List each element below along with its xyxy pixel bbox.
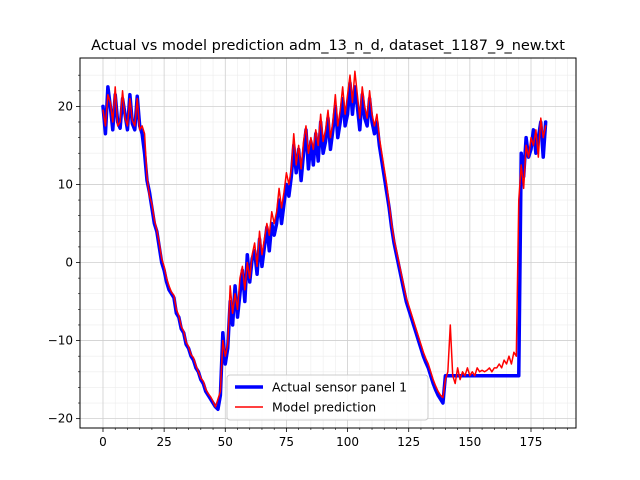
x-tick-label: 0 [99, 435, 107, 449]
legend-label: Model prediction [272, 400, 376, 415]
y-tick-label: −10 [48, 334, 73, 348]
model-prediction-line [102, 70, 547, 408]
plot-frame [79, 57, 577, 429]
x-tick-label: 125 [397, 435, 420, 449]
actual-sensor-line [101, 81, 548, 412]
legend-box [226, 374, 429, 421]
y-tick-label: −20 [48, 412, 73, 426]
legend: Actual sensor panel 1 Model prediction [226, 374, 429, 421]
x-tick-label: 175 [520, 435, 543, 449]
chart-title: Actual vs model prediction adm_13_n_d, d… [91, 38, 565, 54]
y-tick-label: 0 [65, 256, 73, 270]
x-tick-label: 150 [458, 435, 481, 449]
axis-ticks: 0 25 50 75 100 125 150 175 −20 −10 0 10 20 [48, 74, 568, 449]
grid [80, 58, 576, 428]
y-tick-label: 10 [58, 177, 73, 191]
x-tick-label: 25 [156, 435, 171, 449]
x-tick-label: 50 [218, 435, 233, 449]
x-tick-label: 100 [336, 435, 359, 449]
legend-label: Actual sensor panel 1 [272, 380, 407, 395]
y-tick-label: 20 [58, 99, 73, 113]
series-group [101, 70, 548, 412]
x-tick-label: 75 [279, 435, 294, 449]
